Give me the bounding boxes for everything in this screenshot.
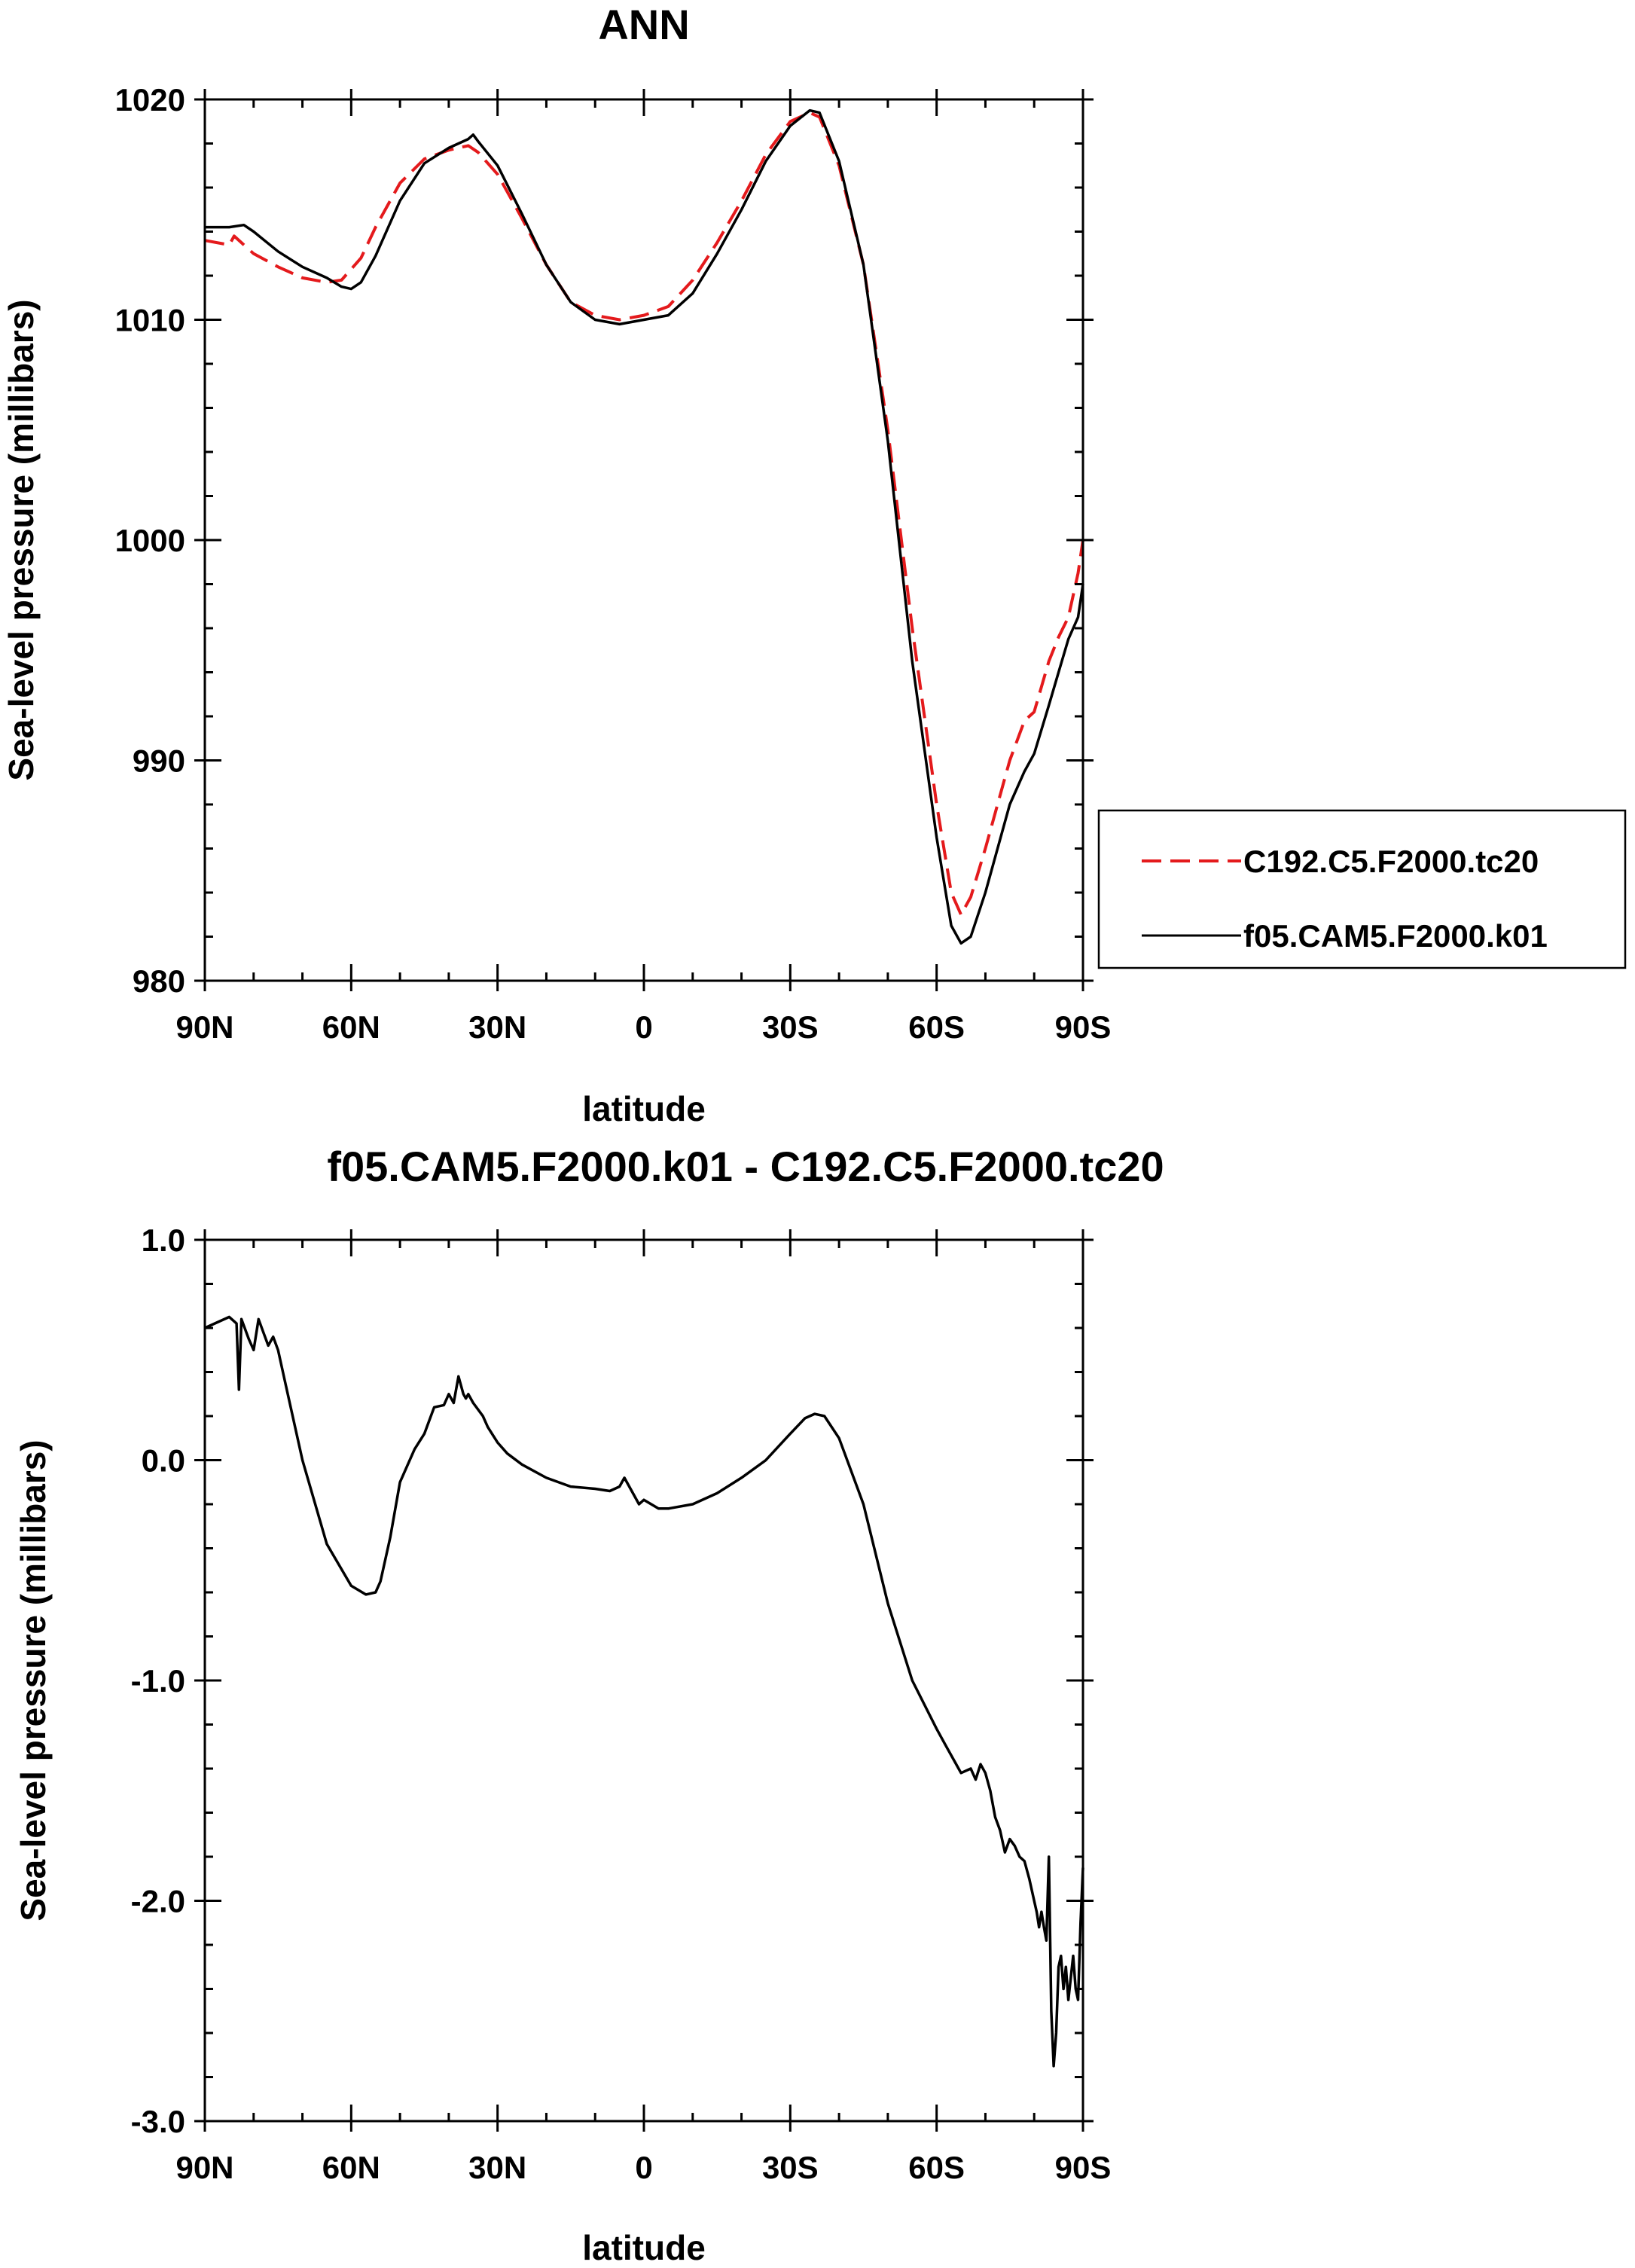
plot-frame bbox=[203, 98, 1084, 982]
x-tick-label: 0 bbox=[635, 1009, 652, 1045]
legend: C192.C5.F2000.tc20 f05.CAM5.F2000.k01 bbox=[1097, 809, 1627, 969]
x-tick-label: 30N bbox=[468, 1009, 526, 1045]
plot-frame bbox=[203, 1238, 1084, 2123]
x-tick-label: 90S bbox=[1055, 1009, 1112, 1045]
series-line bbox=[204, 111, 1084, 917]
y-tick-label: -3.0 bbox=[131, 2104, 185, 2139]
series-line bbox=[205, 108, 1084, 945]
y-tick-label: 1020 bbox=[115, 82, 185, 118]
series-line bbox=[204, 1315, 1084, 2068]
y-tick-label: 1010 bbox=[115, 303, 185, 338]
series-layer bbox=[204, 108, 1084, 945]
x-axis-label: latitude bbox=[582, 1089, 706, 1128]
x-tick-label: 0 bbox=[635, 2150, 652, 2185]
panel-difference: f05.CAM5.F2000.k01 - C192.C5.F2000.tc20 … bbox=[14, 1143, 1164, 2267]
x-tick-label: 30S bbox=[762, 2150, 819, 2185]
y-tick-label: 0.0 bbox=[142, 1443, 185, 1479]
legend-box bbox=[1097, 809, 1627, 969]
x-axis-label: latitude bbox=[582, 2228, 706, 2267]
x-tick-label: 90N bbox=[175, 2150, 233, 2185]
y-axis-label: Sea-level pressure (millibars) bbox=[14, 1439, 53, 1921]
y-tick-label: 1000 bbox=[115, 523, 185, 558]
x-axis: 90N 60N 30N 0 30S 60S 90S bbox=[175, 1229, 1111, 2185]
y-axis: 980 990 1000 1010 1020 bbox=[115, 82, 1094, 999]
x-tick-label: 90S bbox=[1055, 2150, 1112, 2185]
y-tick-label: 980 bbox=[133, 963, 185, 999]
x-tick-label: 30N bbox=[468, 2150, 526, 2185]
x-tick-label: 60N bbox=[322, 1009, 380, 1045]
legend-label-tc20: C192.C5.F2000.tc20 bbox=[1243, 844, 1539, 879]
y-axis: -3.0 -2.0 -1.0 0.0 1.0 bbox=[131, 1223, 1094, 2139]
y-tick-label: 1.0 bbox=[142, 1223, 185, 1258]
x-tick-label: 60S bbox=[908, 1009, 965, 1045]
y-tick-label: 990 bbox=[133, 743, 185, 779]
x-axis: 90N 60N 30N 0 30S 60S 90S bbox=[175, 89, 1111, 1045]
x-tick-label: 60S bbox=[908, 2150, 965, 2185]
y-tick-label: -2.0 bbox=[131, 1884, 185, 1919]
x-tick-label: 30S bbox=[762, 1009, 819, 1045]
legend-label-k01: f05.CAM5.F2000.k01 bbox=[1243, 918, 1548, 954]
y-tick-label: -1.0 bbox=[131, 1663, 185, 1699]
series-layer bbox=[204, 1315, 1084, 2068]
chart-title: ANN bbox=[598, 1, 689, 48]
chart-title: f05.CAM5.F2000.k01 - C192.C5.F2000.tc20 bbox=[327, 1143, 1164, 1190]
x-tick-label: 90N bbox=[175, 1009, 233, 1045]
y-axis-label: Sea-level pressure (millibars) bbox=[2, 299, 41, 780]
x-tick-label: 60N bbox=[322, 2150, 380, 2185]
